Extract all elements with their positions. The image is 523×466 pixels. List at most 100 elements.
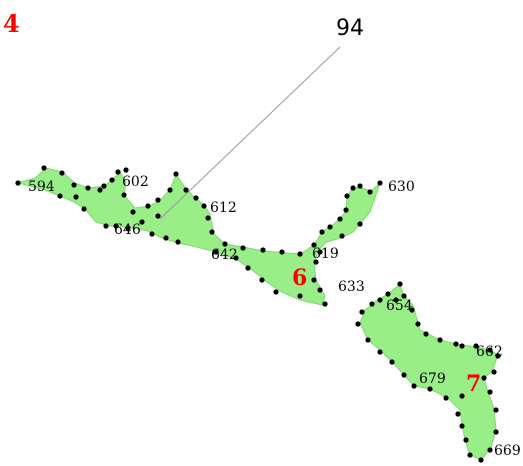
boundary-point	[357, 221, 363, 227]
boundary-point	[260, 247, 266, 253]
boundary-point	[245, 265, 251, 271]
boundary-point	[427, 386, 433, 392]
boundary-point	[175, 239, 181, 245]
point-label-619: 619	[312, 246, 339, 262]
boundary-point	[233, 255, 239, 261]
boundary-point	[313, 259, 319, 265]
boundary-point	[409, 307, 415, 313]
boundary-points	[15, 165, 501, 463]
boundary-point	[495, 353, 501, 359]
boundary-point	[85, 185, 91, 191]
boundary-point	[317, 249, 323, 255]
boundary-point	[327, 224, 333, 230]
boundary-point	[401, 372, 407, 378]
boundary-point	[213, 249, 219, 255]
boundary-point	[367, 189, 373, 195]
boundary-point	[155, 213, 161, 219]
boundary-point	[359, 309, 365, 315]
boundary-point	[473, 343, 479, 349]
boundary-point	[15, 180, 21, 186]
boundary-point	[259, 277, 265, 283]
boundary-point	[297, 293, 303, 299]
boundary-point	[311, 242, 317, 248]
boundary-point	[167, 187, 173, 193]
boundary-point	[130, 209, 136, 215]
boundary-point	[155, 197, 161, 203]
boundary-point	[317, 287, 323, 293]
boundary-point	[411, 383, 417, 389]
boundary-point	[459, 393, 465, 399]
boundary-point	[455, 411, 461, 417]
point-label-630: 630	[388, 179, 415, 195]
boundary-point	[357, 183, 363, 189]
point-label-633: 633	[338, 279, 365, 295]
boundary-point	[59, 170, 65, 176]
boundary-point	[369, 301, 375, 307]
boundary-point	[459, 343, 465, 349]
boundary-point	[139, 219, 145, 225]
boundary-point	[415, 321, 421, 327]
boundary-point	[240, 245, 246, 251]
point-label-662: 662	[476, 344, 503, 360]
boundary-point	[401, 293, 407, 299]
boundary-point	[493, 407, 499, 413]
boundary-point	[173, 171, 179, 177]
boundary-point	[279, 249, 285, 255]
boundary-point	[350, 185, 356, 191]
boundary-point	[193, 195, 199, 201]
boundary-point	[389, 359, 395, 365]
boundary-point	[109, 177, 115, 183]
boundary-point	[103, 223, 109, 229]
boundary-point	[101, 183, 107, 189]
boundary-point	[319, 229, 325, 235]
boundary-point	[322, 301, 328, 307]
point-label-602: 602	[122, 174, 149, 190]
map-corner-label: 4	[3, 9, 20, 38]
boundary-point	[183, 187, 189, 193]
boundary-point	[115, 169, 121, 175]
boundary-point	[149, 231, 155, 237]
boundary-point	[463, 437, 469, 443]
boundary-point	[481, 375, 487, 381]
boundary-point	[113, 223, 119, 229]
boundary-point	[437, 337, 443, 343]
boundary-point	[355, 321, 361, 327]
boundary-point	[81, 206, 87, 212]
callout-label: 94	[336, 16, 364, 41]
boundary-point	[297, 251, 303, 257]
boundary-point	[343, 207, 349, 213]
boundary-point	[344, 193, 350, 199]
boundary-point	[377, 297, 383, 303]
boundary-point	[57, 193, 63, 199]
boundary-point	[478, 457, 484, 463]
boundary-point	[443, 395, 449, 401]
boundary-point	[453, 341, 459, 347]
boundary-point	[423, 331, 429, 337]
boundary-point	[71, 182, 77, 188]
boundary-point	[467, 452, 473, 458]
boundary-point	[41, 165, 47, 171]
point-label-594: 594	[28, 179, 55, 195]
boundary-point	[123, 167, 129, 173]
boundary-point	[491, 369, 497, 375]
boundary-point	[311, 277, 317, 283]
boundary-point	[201, 203, 207, 209]
boundary-point	[97, 187, 103, 193]
region-label-7: 7	[466, 371, 481, 397]
boundary-point	[487, 447, 493, 453]
point-label-646: 646	[114, 222, 141, 238]
boundary-point	[397, 281, 403, 287]
point-label-642: 642	[211, 247, 238, 263]
boundary-point	[377, 349, 383, 355]
boundary-point	[337, 216, 343, 222]
boundary-point	[222, 241, 228, 247]
boundary-point	[493, 429, 499, 435]
boundary-point	[365, 337, 371, 343]
boundary-point	[385, 291, 391, 297]
boundary-point	[163, 235, 169, 241]
boundary-point	[73, 194, 79, 200]
boundary-point	[339, 233, 345, 239]
boundary-point	[487, 389, 493, 395]
boundary-point	[209, 229, 215, 235]
